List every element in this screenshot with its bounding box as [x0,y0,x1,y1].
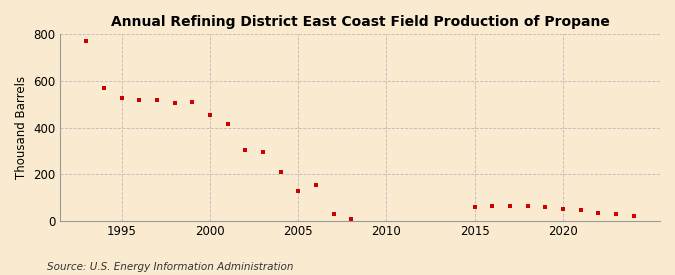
Point [522,204,533,208]
Point [240,147,250,152]
Point [487,204,497,208]
Point [134,97,145,102]
Point [346,216,356,221]
Point [152,97,163,102]
Point [310,183,321,187]
Point [610,212,621,216]
Point [81,39,92,43]
Point [275,170,286,174]
Point [205,112,215,117]
Point [505,204,516,208]
Point [628,214,639,218]
Y-axis label: Thousand Barrels: Thousand Barrels [15,76,28,179]
Point [222,122,233,126]
Point [187,100,198,104]
Point [116,96,127,101]
Point [540,205,551,209]
Point [575,208,586,213]
Point [558,207,568,211]
Point [328,212,339,216]
Point [469,205,480,209]
Point [169,101,180,105]
Title: Annual Refining District East Coast Field Production of Propane: Annual Refining District East Coast Fiel… [111,15,610,29]
Point [593,210,603,215]
Point [99,86,109,90]
Point [293,188,304,193]
Text: Source: U.S. Energy Information Administration: Source: U.S. Energy Information Administ… [47,262,294,272]
Point [258,150,269,154]
